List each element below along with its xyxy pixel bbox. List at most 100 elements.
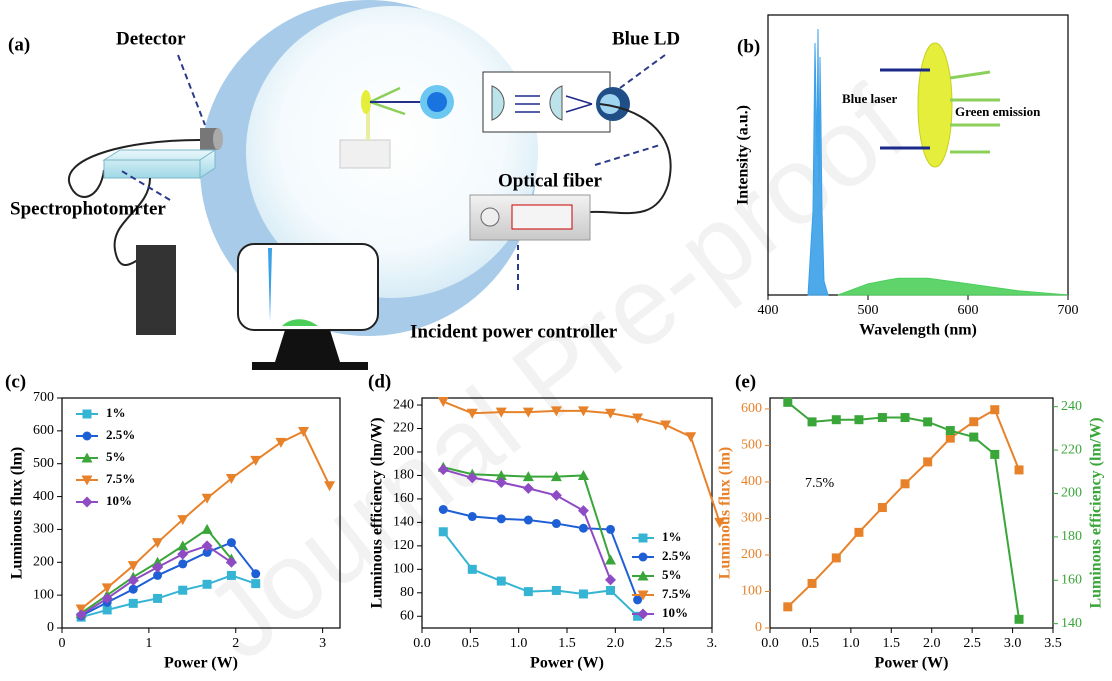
y2-tick-label: 140 [1061,616,1082,631]
panel-label: (a) [8,34,30,55]
legend-label: 1% [106,405,126,420]
marker [438,527,448,537]
panel-label: (d) [368,371,391,392]
y-tick-label: 0 [755,620,762,635]
fiber [589,103,672,215]
marker [807,578,817,588]
x-tick-label: 1.5 [883,636,901,651]
marker [605,554,616,565]
x-tick-label: 0.0 [413,636,431,651]
marker [551,585,561,595]
marker [466,472,478,484]
marker [522,407,534,418]
marker [152,561,164,573]
knob [480,207,500,227]
marker [577,406,589,417]
marker [900,413,910,423]
y-tick-label: 500 [33,456,54,471]
y-tick-label: 100 [741,584,762,599]
x-tick-label: 0.5 [802,636,820,651]
y-tick-label: 80 [400,585,414,600]
label: Spectrophotomrter [10,198,166,219]
y-tick-label: 200 [741,547,762,562]
series-line [787,408,1020,608]
legend-label: 2.5% [662,548,691,563]
marker [807,417,817,427]
marker [153,593,163,603]
marker [577,505,589,517]
lens-core [427,92,447,112]
marker [495,469,507,480]
marker [81,452,93,463]
y2-tick-label: 220 [1061,442,1082,457]
marker [605,408,616,419]
inset [880,42,1000,168]
marker [522,471,534,482]
x-tick-label: 2.0 [607,636,625,651]
lens [549,85,563,121]
y-tick-label: 160 [393,491,414,506]
monitor-band [282,319,318,326]
marker [577,469,589,480]
marker [923,457,933,467]
y-tick-label: 100 [33,587,54,602]
marker [550,406,562,417]
x-tick-label: 3.0 [1004,636,1022,651]
y2-tick-label: 180 [1061,529,1082,544]
x-tick-label: 1 [145,636,152,651]
x-tick-label: 1.0 [510,636,528,651]
marker [225,474,237,484]
marker [550,471,562,482]
marker [153,570,163,580]
marker [551,519,561,529]
x-tick-label: 500 [858,303,879,318]
legend-label: 5% [662,567,682,582]
y-axis-title: Luminous efficiency (lm/W) [369,417,386,608]
marker [324,481,336,492]
marker [923,417,933,427]
y-tick-label: 120 [393,538,414,553]
marker [201,493,213,504]
lens [491,85,505,121]
y-tick-label: 100 [393,562,414,577]
diagram: (a) Detector Blue LD Spectrophotomrter O… [8,0,680,370]
x-tick-label: 2.5 [655,636,673,651]
series-line [787,401,1021,620]
marker [578,589,588,599]
y2-tick-label: 200 [1061,486,1082,501]
panel-label: (c) [5,371,26,392]
y-tick-label: 200 [33,555,54,570]
marker [127,561,139,572]
marker [854,415,864,425]
marker [178,585,188,595]
label: Incident power controller [410,321,618,342]
x-axis-title: Power (W) [875,655,949,672]
marker [467,512,477,522]
legend-label: 10% [106,493,132,508]
marker [685,432,697,443]
panel-label: (b) [737,36,760,57]
marker [467,564,477,574]
marker [201,523,213,534]
marker [632,413,644,424]
marker [128,584,138,594]
y2-tick-label: 240 [1061,399,1082,414]
y2-tick-label: 160 [1061,572,1082,587]
marker [101,592,113,604]
marker [495,407,507,418]
marker [783,397,793,407]
legend-label: 10% [662,605,688,620]
annotation: Blue laser [842,91,897,106]
marker [633,595,643,605]
x-tick-label: 400 [758,303,779,318]
marker [990,449,1000,459]
monitor-peak [268,248,272,322]
x-tick-label: 2 [232,636,239,651]
y-tick-label: 400 [33,489,54,504]
marker [969,417,979,427]
y-tick-label: 220 [393,421,414,436]
marker [550,489,562,501]
x-tick-label: 0.5 [462,636,480,651]
legend-label: 1% [662,529,682,544]
